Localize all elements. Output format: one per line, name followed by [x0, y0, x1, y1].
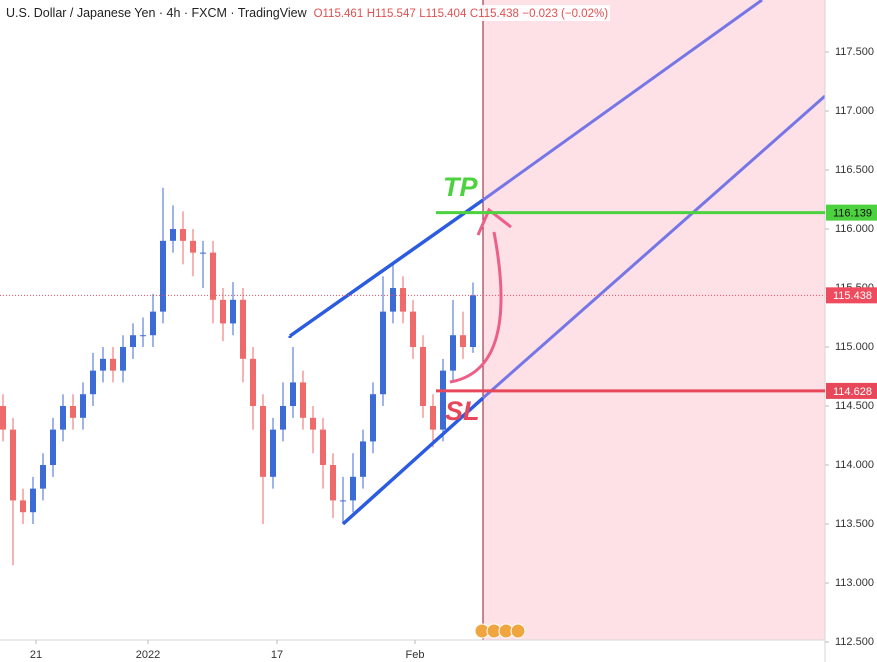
- candle-body: [310, 417, 316, 430]
- candle-body: [330, 465, 336, 501]
- candle-body: [260, 406, 266, 477]
- price-label: 114.628: [833, 386, 872, 398]
- candle-body: [110, 358, 116, 371]
- candle-body: [120, 347, 126, 371]
- price-label-box: [826, 287, 877, 304]
- candle-body: [60, 406, 66, 430]
- price-axis: [825, 0, 877, 662]
- candle-body: [190, 240, 196, 253]
- candle-body: [280, 406, 286, 430]
- candle-body: [300, 382, 306, 418]
- ohlc: C115.438: [469, 8, 519, 20]
- candle-body: [50, 429, 56, 466]
- candle-body: [130, 335, 136, 348]
- candle-body: [170, 229, 176, 241]
- candle-body: [350, 476, 356, 501]
- symbol-title: U.S. Dollar / Japanese Yen · 4h · FXCM ·…: [6, 6, 307, 20]
- y-tick-label: 117.500: [835, 46, 874, 58]
- arrow: [449, 231, 503, 384]
- channel-ext-top: [482, 0, 763, 202]
- candle-body: [270, 429, 276, 477]
- y-tick-label: 115.000: [835, 341, 874, 353]
- candle-body: [100, 358, 106, 371]
- price-label: 115.438: [833, 290, 872, 302]
- x-tick-label: 17: [271, 649, 283, 661]
- candle-body: [460, 335, 466, 348]
- candle-body: [430, 406, 436, 430]
- candle-body: [340, 500, 346, 502]
- candle-body: [180, 229, 186, 241]
- event-icons: [474, 623, 526, 639]
- price-label-box: [826, 382, 877, 399]
- candle-body: [30, 488, 36, 513]
- price-label: 116.139: [833, 208, 872, 220]
- y-tick-label: 114.500: [835, 400, 874, 412]
- candle-body: [420, 347, 426, 407]
- candle-body: [10, 429, 16, 501]
- candle-body: [20, 500, 26, 513]
- candle-body: [210, 252, 216, 300]
- candle-body: [370, 394, 376, 442]
- arrow-head: [476, 207, 512, 236]
- candle-body: [220, 299, 226, 324]
- ohlc: L115.404: [419, 8, 467, 20]
- y-tick-label: 113.000: [835, 577, 874, 589]
- annotation: TP: [443, 172, 478, 202]
- ohlc: H115.547: [366, 8, 416, 20]
- candle-body: [380, 311, 386, 395]
- candle-body: [400, 288, 406, 312]
- candle-body: [320, 429, 326, 466]
- y-tick-label: 113.500: [835, 518, 874, 530]
- candle-body: [40, 465, 46, 489]
- channel-top: [288, 198, 485, 338]
- candle-body: [80, 394, 86, 418]
- candle-body: [70, 406, 76, 418]
- legend-header: U.S. Dollar / Japanese Yen · 4h · FXCM ·…: [4, 5, 611, 21]
- ohlc: O115.461: [313, 8, 364, 20]
- x-tick-label: Feb: [406, 649, 425, 661]
- candle-body: [240, 299, 246, 359]
- y-tick-label: 114.000: [835, 459, 874, 471]
- candle-body: [90, 370, 96, 395]
- candle-body: [140, 335, 146, 337]
- change: −0.023 (−0.02%): [522, 8, 609, 20]
- y-tick-label: 116.500: [835, 164, 874, 176]
- y-tick-label: 116.000: [835, 223, 874, 235]
- candle-body: [160, 240, 166, 312]
- channel-bottom: [341, 396, 485, 526]
- future-zone: [483, 0, 825, 640]
- candle-body: [450, 335, 456, 371]
- candle-body: [200, 252, 206, 254]
- candle-body: [390, 288, 396, 312]
- channel-ext-bottom: [482, 94, 826, 400]
- x-tick-label: 21: [30, 649, 42, 661]
- candle-body: [0, 406, 6, 430]
- y-tick-label: 112.500: [835, 636, 874, 648]
- candle-body: [250, 358, 256, 407]
- x-tick-label: 2022: [136, 649, 160, 661]
- candle-body: [290, 382, 296, 407]
- candle-body: [470, 295, 476, 348]
- candle-body: [360, 441, 366, 477]
- annotation: SL: [445, 396, 480, 426]
- candle-body: [440, 370, 446, 430]
- candle-body: [410, 311, 416, 348]
- candle-body: [150, 311, 156, 336]
- candle-body: [230, 299, 236, 324]
- y-tick-label: 117.000: [835, 105, 874, 117]
- price-label-box: [826, 204, 877, 221]
